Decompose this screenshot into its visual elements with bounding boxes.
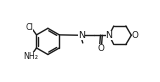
Text: O: O	[132, 31, 139, 40]
Text: O: O	[97, 44, 104, 53]
Text: NH₂: NH₂	[24, 52, 39, 61]
Text: N: N	[78, 31, 85, 40]
Text: Cl: Cl	[26, 23, 33, 32]
Text: N: N	[106, 31, 113, 40]
